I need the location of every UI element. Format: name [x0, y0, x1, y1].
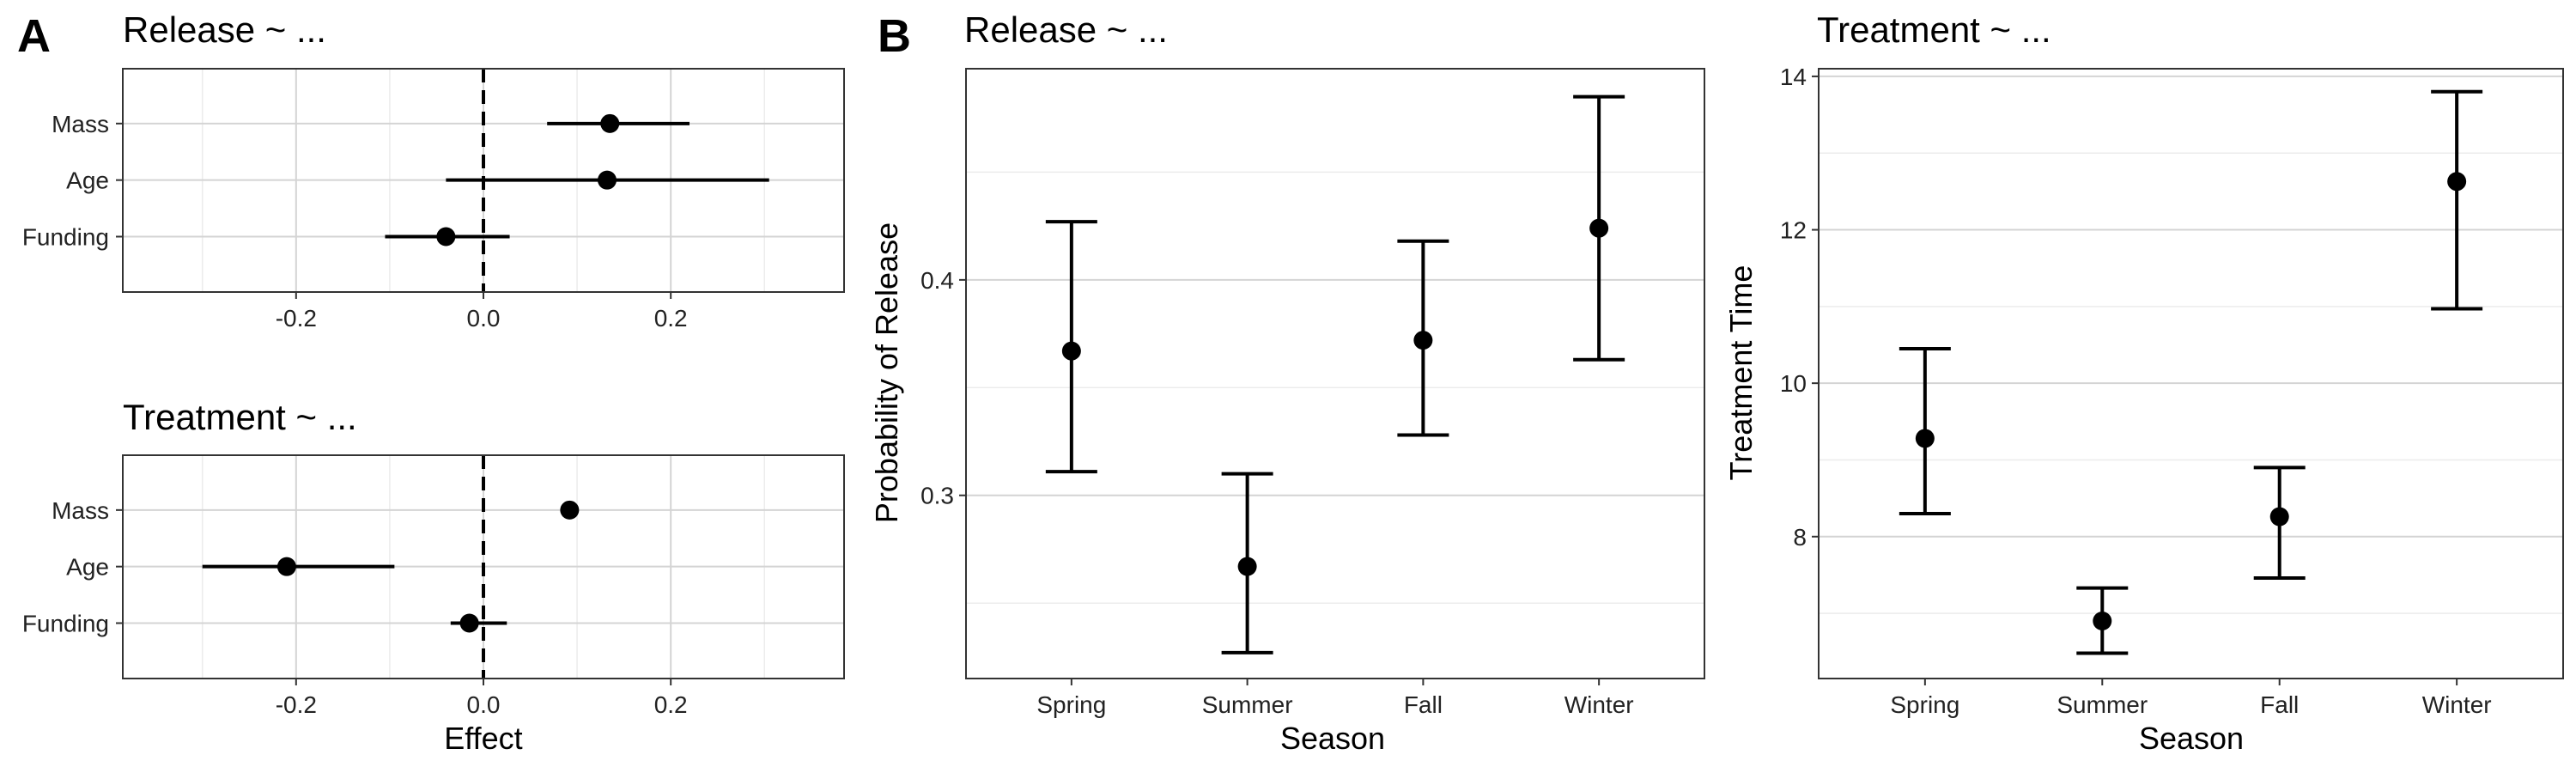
treatment-season-plot-frame	[1818, 68, 2564, 679]
treatment-effects-x-tick-label: 0.2	[654, 691, 688, 718]
treatment-effects-x-axis-title: Effect	[444, 721, 522, 756]
treatment-effects-y-tick-label-funding: Funding	[22, 610, 109, 636]
treatment-season-point-fall	[2269, 507, 2289, 526]
release-effects-y-tick-label-funding: Funding	[22, 223, 109, 250]
treatment-season-y-tick-label: 12	[1780, 217, 1807, 244]
release-season-point-summer	[1237, 557, 1257, 576]
release-season-y-tick-label: 0.4	[920, 267, 954, 294]
treatment-season-y-tick-label: 8	[1793, 524, 1807, 551]
release-season-plot-frame	[965, 68, 1705, 679]
treatment-season-x-tick-label-spring: Spring	[1890, 691, 1959, 718]
treatment-effects-x-tick-label: -0.2	[276, 691, 317, 718]
treatment-effects-x-tick-label: 0.0	[467, 691, 501, 718]
release-effects-y-tick-label-age: Age	[66, 167, 109, 194]
release-season-point-fall	[1413, 331, 1433, 350]
treatment-season-x-tick-label-summer: Summer	[2057, 691, 2148, 718]
treatment-effects-y-tick-label-mass: Mass	[52, 497, 109, 524]
release-season-point-spring	[1061, 341, 1081, 361]
treatment-effects-y-tick-label-age: Age	[66, 554, 109, 581]
release-season-y-tick-label: 0.3	[920, 483, 954, 509]
treatment-season-y-axis-title: Treatment Time	[1723, 265, 1759, 481]
release-effects-y-tick-label-mass: Mass	[52, 111, 109, 137]
treatment-effects-chart: Treatment ~ ... Effect -0.2 0.0 0.2 Mass Age…	[22, 397, 845, 756]
release-effects-point-funding	[436, 227, 456, 247]
treatment-season-x-tick-label-fall: Fall	[2260, 691, 2299, 718]
treatment-season-point-spring	[1915, 429, 1935, 448]
treatment-season-x-tick-label-winter: Winter	[2422, 691, 2492, 718]
release-season-x-tick-label-summer: Summer	[1202, 691, 1293, 718]
release-effects-x-tick-label: -0.2	[276, 305, 317, 332]
release-season-x-tick-label-spring: Spring	[1036, 691, 1106, 718]
treatment-season-y-tick-label: 14	[1780, 64, 1807, 90]
release-season-x-tick-label-fall: Fall	[1404, 691, 1443, 718]
release-season-point-winter	[1589, 218, 1609, 238]
treatment-season-y-tick-label: 10	[1780, 370, 1807, 397]
release-season-chart: Release ~ ... Season Probability of Rele…	[869, 9, 1705, 756]
release-season-x-axis-title: Season	[1280, 721, 1385, 756]
release-effects-title: Release ~ ...	[123, 9, 326, 50]
release-effects-chart: Release ~ ... -0.2 0.0 0.2 Mass Age Funding	[22, 9, 845, 332]
release-effects-point-age	[598, 170, 617, 190]
release-season-title: Release ~ ...	[964, 9, 1168, 50]
treatment-season-point-winter	[2447, 172, 2467, 192]
treatment-season-point-summer	[2093, 612, 2112, 631]
treatment-season-title: Treatment ~ ...	[1817, 9, 2051, 50]
release-season-y-axis-title: Probability of Release	[869, 222, 904, 523]
panel-letter-b: B	[878, 10, 911, 62]
release-effects-point-mass	[600, 113, 620, 133]
release-effects-x-tick-label: 0.2	[654, 305, 688, 332]
treatment-season-x-axis-title: Season	[2139, 721, 2244, 756]
treatment-effects-point-funding	[459, 613, 479, 633]
treatment-effects-point-mass	[560, 500, 580, 520]
treatment-season-chart: Treatment ~ ... Season Treatment Time 8 1…	[1723, 9, 2564, 756]
treatment-effects-point-age	[276, 557, 296, 576]
treatment-effects-title: Treatment ~ ...	[123, 397, 357, 437]
release-effects-x-tick-label: 0.0	[467, 305, 501, 332]
release-season-x-tick-label-winter: Winter	[1564, 691, 1634, 718]
panel-letter-a: A	[17, 10, 51, 62]
